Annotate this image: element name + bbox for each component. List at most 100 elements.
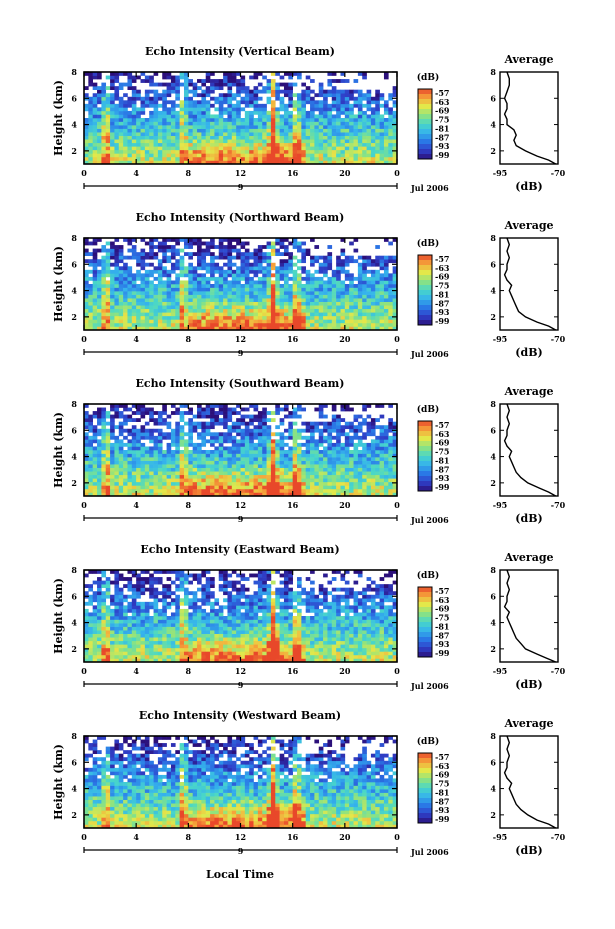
heatmap-cell	[175, 322, 180, 327]
heatmap-cell	[84, 488, 89, 493]
heatmap-cell	[92, 255, 98, 260]
heatmap-cell	[153, 93, 159, 98]
heatmap-cell	[92, 474, 98, 479]
heatmap-cell	[388, 146, 393, 151]
heatmap-cell	[170, 132, 176, 136]
heatmap-cell	[205, 89, 211, 94]
heatmap-cell	[357, 121, 363, 126]
heatmap-cell	[201, 301, 207, 306]
heatmap-cell	[292, 142, 298, 147]
heatmap-cell	[283, 135, 289, 140]
heatmap-cell	[179, 301, 185, 306]
heatmap-cell	[318, 485, 324, 490]
heatmap-cell	[136, 259, 141, 264]
heatmap-cell	[227, 252, 233, 256]
heatmap-cell	[123, 481, 128, 486]
heatmap-cell	[166, 110, 172, 115]
heatmap-cell	[288, 319, 293, 324]
day-label: 9	[238, 514, 244, 524]
heatmap-cell	[88, 269, 93, 274]
heatmap-cell	[188, 319, 193, 324]
heatmap-cell	[101, 146, 107, 151]
heatmap-cell	[370, 326, 376, 331]
heatmap-cell	[84, 149, 89, 154]
heatmap-cell	[353, 305, 359, 310]
heatmap-cell	[110, 156, 115, 161]
heatmap-cell	[331, 142, 337, 147]
heatmap-cell	[227, 464, 233, 468]
heatmap-cell	[140, 125, 146, 129]
heatmap-cell	[231, 442, 237, 447]
heatmap-cell	[331, 118, 337, 122]
heatmap-cell	[92, 128, 98, 133]
heatmap-cell	[344, 100, 350, 105]
heatmap-cell	[210, 464, 215, 468]
heatmap-cell	[170, 326, 176, 331]
heatmap-cell	[344, 269, 350, 274]
heatmap-cell	[318, 135, 324, 140]
heatmap-cell	[231, 421, 237, 426]
heatmap-cell	[214, 481, 220, 486]
heatmap-cell	[310, 294, 315, 299]
colorbar-segment	[418, 421, 432, 427]
heatmap-cell	[327, 139, 333, 144]
heatmap-cell	[327, 72, 333, 76]
heatmap-cell	[140, 146, 146, 151]
heatmap-cell	[323, 312, 328, 317]
colorbar-tick-label: -87	[435, 298, 449, 308]
heatmap-cell	[344, 287, 350, 292]
heatmap-cell	[170, 146, 176, 151]
heatmap-cell	[392, 326, 398, 331]
heatmap-cell	[249, 439, 254, 444]
heatmap-cell	[153, 255, 159, 260]
heatmap-cell	[323, 128, 328, 133]
heatmap-cell	[297, 319, 302, 324]
heatmap-cell	[210, 404, 215, 408]
heatmap-cell	[101, 432, 107, 437]
heatmap-cell	[236, 439, 241, 444]
heatmap-cell	[288, 471, 293, 476]
heatmap-cell	[205, 315, 211, 320]
heatmap-cell	[383, 128, 389, 133]
heatmap-cell	[244, 492, 250, 497]
heatmap-cell	[231, 262, 237, 267]
heatmap-cell	[236, 308, 241, 313]
heatmap-cell	[227, 446, 233, 451]
heatmap-cell	[270, 100, 276, 105]
colorbar-segment	[418, 295, 432, 301]
heatmap-cell	[188, 266, 193, 271]
heatmap-cell	[275, 488, 280, 493]
heatmap-cell	[327, 435, 333, 440]
heatmap-cell	[253, 414, 259, 419]
heatmap-cell	[331, 467, 337, 472]
heatmap-cell	[236, 273, 241, 278]
heatmap-cell	[127, 485, 133, 490]
heatmap-cell	[270, 467, 276, 472]
heatmap-cell	[344, 89, 350, 94]
heatmap-cell	[375, 446, 380, 451]
heatmap-cell	[136, 435, 141, 440]
heatmap-cell	[175, 485, 180, 490]
heatmap-cell	[370, 280, 376, 285]
heatmap-cell	[153, 315, 159, 320]
heatmap-cell	[170, 439, 176, 444]
heatmap-cell	[392, 442, 398, 447]
heatmap-cell	[101, 262, 107, 267]
heatmap-cell	[131, 89, 137, 94]
heatmap-cell	[149, 319, 154, 324]
heatmap-cell	[153, 421, 159, 426]
heatmap-cell	[153, 82, 159, 87]
heatmap-cell	[97, 128, 102, 133]
heatmap-cell	[270, 262, 276, 267]
heatmap-cell	[201, 425, 207, 430]
heatmap-cell	[84, 273, 89, 278]
heatmap-cell	[118, 319, 124, 324]
heatmap-cell	[127, 280, 133, 285]
heatmap-cell	[279, 301, 285, 306]
heatmap-cell	[118, 110, 124, 115]
heatmap-cell	[97, 114, 102, 119]
heatmap-cell	[375, 457, 380, 461]
colorbar-segment	[418, 451, 432, 457]
heatmap-cell	[105, 478, 111, 483]
heatmap-cell	[331, 103, 337, 108]
